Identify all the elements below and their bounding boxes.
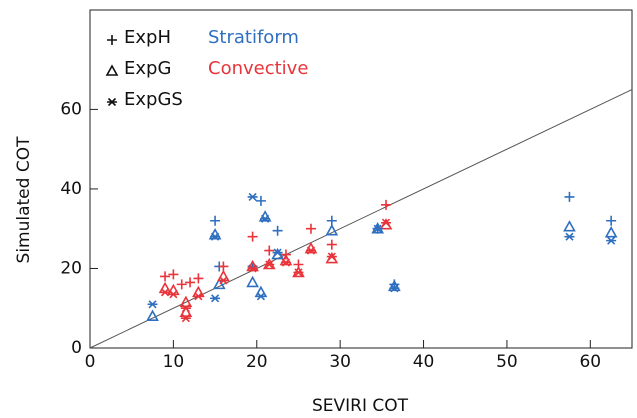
asterisk-marker <box>210 294 221 303</box>
plus-marker <box>247 231 258 242</box>
x-tick-label: 40 <box>413 352 435 372</box>
asterisk-marker <box>218 276 229 285</box>
x-tick-label: 30 <box>329 352 351 372</box>
triangle-marker <box>192 285 205 298</box>
legend-label: ExpG <box>124 58 171 79</box>
triangle-marker <box>105 64 119 76</box>
asterisk-marker <box>247 192 258 201</box>
y-tick-label: 60 <box>60 99 82 119</box>
asterisk-marker <box>606 236 617 245</box>
legend-label: ExpGS <box>124 89 183 110</box>
plus-marker <box>564 191 575 202</box>
y-tick-label: 40 <box>60 179 82 199</box>
asterisk-marker <box>305 246 316 255</box>
triangle-marker <box>246 275 259 288</box>
plot-frame <box>89 9 633 349</box>
asterisk-marker <box>193 292 204 301</box>
x-tick-label: 50 <box>496 352 518 372</box>
plus-marker <box>185 277 196 288</box>
triangle-marker <box>563 220 576 232</box>
asterisk-marker <box>280 258 291 267</box>
plus-marker <box>193 273 204 284</box>
triangle-marker <box>146 309 159 321</box>
asterisk-marker <box>180 304 191 313</box>
x-axis-label: SEVIRI COT <box>312 396 409 416</box>
asterisk-marker <box>326 252 337 261</box>
asterisk-marker <box>381 218 392 227</box>
plus-marker <box>107 35 117 45</box>
plus-marker <box>168 269 179 280</box>
one-to-one-line <box>89 89 633 349</box>
plus-marker <box>264 245 275 256</box>
y-tick-label: 20 <box>60 258 82 278</box>
asterisk-marker <box>160 288 171 297</box>
asterisk-marker <box>372 224 383 233</box>
x-tick-label: 10 <box>163 352 185 372</box>
asterisk-marker <box>247 264 258 273</box>
group-legend-label: Stratiform <box>208 27 299 48</box>
asterisk-marker <box>389 284 400 293</box>
triangle-marker <box>158 281 172 294</box>
asterisk-marker <box>272 248 283 257</box>
asterisk-marker <box>168 290 179 299</box>
plus-marker <box>160 271 171 282</box>
triangle-marker <box>604 226 618 238</box>
y-axis-label: Simulated COT <box>14 136 34 264</box>
x-tick-label: 60 <box>579 352 601 372</box>
x-tick-label: 0 <box>85 352 96 372</box>
plus-marker <box>255 195 266 206</box>
triangle-marker <box>254 285 268 298</box>
legend-label: ExpH <box>124 27 171 48</box>
asterisk-marker <box>260 214 271 223</box>
triangle-marker <box>379 218 393 230</box>
y-tick-label: 0 <box>71 338 82 358</box>
plus-marker <box>272 225 283 236</box>
asterisk-marker <box>107 97 117 107</box>
x-tick-label: 20 <box>246 352 268 372</box>
plus-marker <box>176 279 187 290</box>
triangle-marker <box>217 269 230 282</box>
plus-marker <box>305 223 316 234</box>
plus-marker <box>381 199 392 210</box>
triangle-marker <box>325 251 339 264</box>
asterisk-marker <box>210 232 221 241</box>
plus-marker <box>326 239 337 250</box>
group-legend-label: Convective <box>208 58 308 79</box>
asterisk-marker <box>564 232 575 241</box>
asterisk-marker <box>255 292 266 301</box>
plus-marker <box>606 215 617 226</box>
asterisk-marker <box>264 260 275 269</box>
plus-marker <box>210 215 221 226</box>
asterisk-marker <box>147 300 158 309</box>
triangle-marker <box>325 224 339 236</box>
triangle-marker <box>212 277 226 290</box>
asterisk-marker <box>293 268 304 277</box>
asterisk-marker <box>180 314 191 323</box>
